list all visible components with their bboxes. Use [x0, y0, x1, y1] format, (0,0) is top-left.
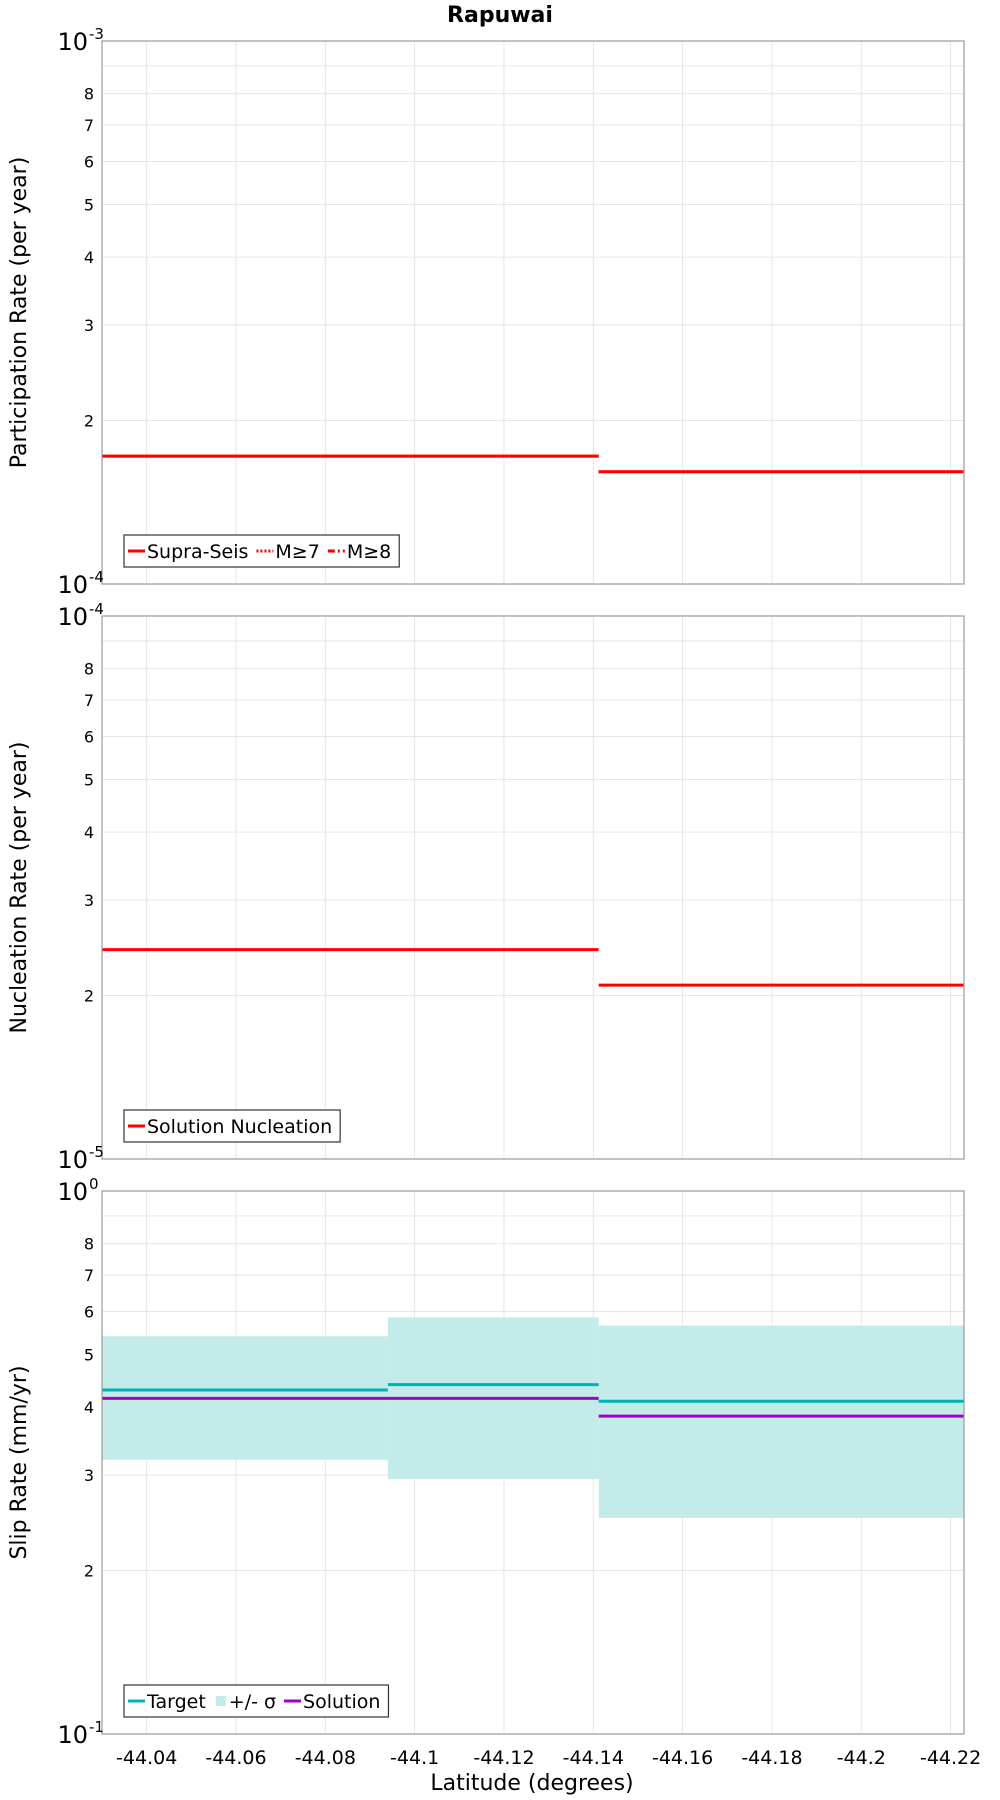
x-tick-label: -44.22 [920, 1747, 981, 1769]
legend-box [123, 1684, 390, 1718]
plot-frame [101, 1190, 965, 1735]
legend-label: Supra-Seis [147, 541, 248, 563]
y-tick-label: 8 [84, 85, 94, 104]
legend: Target +/- σ Solution [123, 1684, 390, 1718]
y-tick-label: 2 [84, 412, 94, 431]
plot-frame [101, 615, 965, 1160]
y-tick-label: 8 [84, 660, 94, 679]
y-tick-exponent: -3 [89, 25, 104, 43]
legend-box [123, 1109, 341, 1143]
y-tick-label: 5 [84, 1345, 94, 1364]
x-tick-label: -44.06 [205, 1747, 266, 1769]
plot-area [102, 616, 964, 1159]
legend: Solution Nucleation [123, 1109, 341, 1143]
legend: Supra-Seis M≥7 M≥8 [123, 534, 400, 568]
y-tick-label-major: 10 [57, 1146, 88, 1174]
y-tick-label: 6 [84, 727, 94, 746]
x-tick-label: -44.12 [473, 1747, 534, 1769]
legend-label: Solution [303, 1691, 380, 1713]
y-tick-label: 7 [84, 116, 94, 135]
y-tick-label: 3 [84, 316, 94, 335]
y-axis-label: Slip Rate (mm/yr) [7, 1365, 32, 1559]
y-tick-exponent: -4 [89, 568, 104, 586]
legend-label: M≥7 [275, 541, 319, 563]
x-axis-label: Latitude (degrees) [430, 1771, 633, 1796]
y-tick-label-major: 10 [57, 28, 88, 56]
x-tick-label: -44.18 [741, 1747, 802, 1769]
y-tick-label: 5 [84, 770, 94, 789]
y-tick-label: 7 [84, 691, 94, 710]
y-tick-label: 4 [84, 823, 94, 842]
chart-title: Rapuwai [447, 3, 553, 28]
y-tick-label: 4 [84, 1398, 94, 1417]
y-tick-exponent: -1 [89, 1718, 104, 1736]
x-tick-label: -44.14 [563, 1747, 624, 1769]
y-tick-label: 7 [84, 1266, 94, 1285]
y-tick-label: 3 [84, 891, 94, 910]
x-tick-label: -44.2 [837, 1747, 886, 1769]
legend-label: Target [146, 1691, 206, 1713]
y-tick-label: 2 [84, 1562, 94, 1581]
y-tick-label: 6 [84, 152, 94, 171]
y-tick-label: 4 [84, 248, 94, 267]
y-axis-label: Nucleation Rate (per year) [7, 742, 32, 1034]
plot-frame [101, 40, 965, 585]
x-tick-label: -44.08 [295, 1747, 356, 1769]
y-tick-label: 8 [84, 1235, 94, 1254]
plot-area [102, 41, 964, 584]
legend-label: +/- σ [229, 1691, 276, 1713]
y-tick-label-major: 10 [57, 603, 88, 631]
y-tick-label-major: 10 [57, 571, 88, 599]
legend-swatch [215, 1696, 226, 1706]
y-tick-label-major: 10 [57, 1721, 88, 1749]
y-tick-label: 3 [84, 1466, 94, 1485]
sigma-band [598, 1325, 964, 1518]
y-tick-exponent: 0 [89, 1175, 99, 1193]
legend-label: Solution Nucleation [147, 1116, 332, 1138]
x-tick-label: -44.16 [652, 1747, 713, 1769]
y-tick-label: 5 [84, 195, 94, 214]
x-tick-label: -44.1 [390, 1747, 439, 1769]
y-tick-label: 6 [84, 1302, 94, 1321]
x-tick-label: -44.04 [116, 1747, 177, 1769]
legend-label: M≥8 [347, 541, 391, 563]
y-tick-label: 2 [84, 987, 94, 1006]
y-tick-label-major: 10 [57, 1178, 88, 1206]
y-tick-exponent: -5 [89, 1143, 104, 1161]
y-tick-exponent: -4 [89, 600, 104, 618]
y-axis-label: Participation Rate (per year) [7, 157, 32, 469]
